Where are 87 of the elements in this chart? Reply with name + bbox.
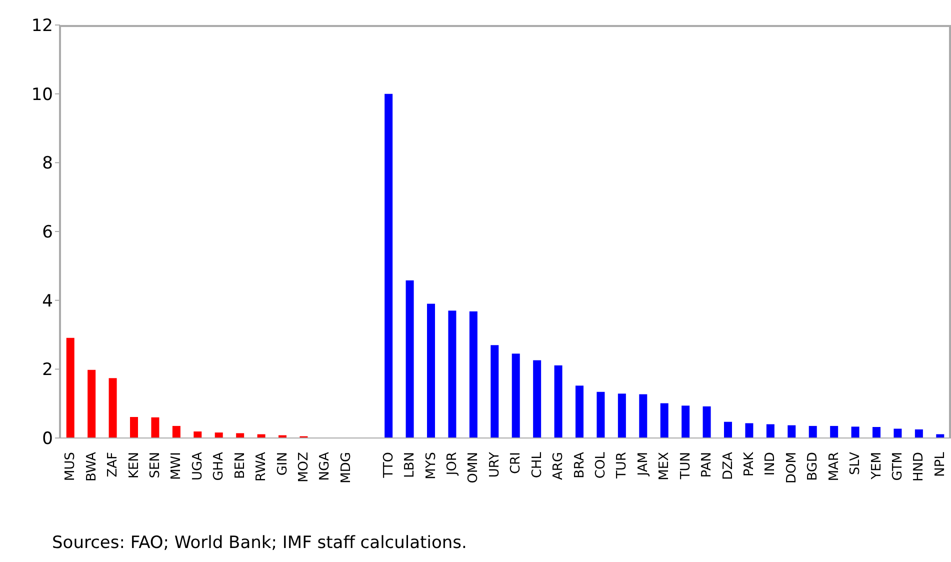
- x-tick-label: UGA: [190, 452, 206, 480]
- bar: [512, 354, 520, 438]
- bar: [427, 304, 436, 438]
- x-tick-label: BEN: [232, 452, 248, 479]
- source-note: Sources: FAO; World Bank; IMF staff calculations.: [52, 533, 467, 553]
- x-tick-label: KEN: [126, 452, 142, 478]
- bar: [745, 423, 754, 438]
- x-tick-label: OMN: [466, 452, 482, 484]
- x-tick-label: SEN: [148, 452, 163, 478]
- bar: [533, 360, 542, 438]
- x-tick-label: MAR: [826, 452, 842, 482]
- x-tick-label: LBN: [402, 452, 418, 478]
- x-tick-label: MUS: [63, 452, 78, 481]
- bar: [936, 434, 944, 438]
- bar: [278, 435, 287, 438]
- bar: [384, 94, 393, 438]
- bar: [214, 432, 223, 438]
- bar: [894, 428, 902, 438]
- bar: [194, 431, 202, 438]
- x-tick-label: ARG: [551, 452, 566, 480]
- x-tick-label: RWA: [254, 452, 270, 482]
- x-tick-label: COL: [593, 451, 608, 479]
- x-tick-label: GIN: [275, 452, 290, 476]
- x-tick-label: GHA: [212, 452, 227, 481]
- x-tick-label: DZA: [720, 452, 736, 480]
- x-tick-label: TUR: [614, 452, 630, 480]
- x-tick-label: DOM: [784, 452, 800, 484]
- bar: [702, 406, 711, 438]
- bar: [830, 426, 838, 438]
- bar: [596, 392, 605, 438]
- bar: [469, 311, 478, 438]
- y-tick-label: 4: [42, 291, 53, 312]
- y-tick-label: 6: [42, 222, 53, 243]
- bar: [914, 429, 923, 438]
- x-tick-label: IND: [763, 452, 778, 476]
- bar: [766, 424, 774, 438]
- x-tick-label: ZAF: [106, 452, 121, 478]
- x-tick-label: MDG: [338, 452, 354, 484]
- y-tick-label: 2: [42, 360, 53, 380]
- x-tick-label: CRI: [508, 452, 524, 474]
- x-tick-label: TTO: [381, 452, 396, 479]
- x-tick-label: JOR: [444, 452, 460, 476]
- x-tick-label: URY: [487, 452, 502, 478]
- x-tick-label: JAM: [636, 452, 651, 477]
- x-tick-label: YEM: [869, 452, 884, 480]
- y-tick-label: 8: [42, 154, 53, 174]
- bar: [576, 386, 584, 438]
- bar: [490, 345, 499, 438]
- x-tick-label: MEX: [657, 452, 672, 480]
- bar: [257, 434, 266, 438]
- x-tick-label: PAK: [742, 452, 757, 476]
- y-tick-label: 0: [42, 429, 53, 450]
- x-tick-label: NGA: [318, 452, 333, 481]
- bar: [808, 426, 817, 438]
- x-tick-label: NPL: [932, 451, 948, 477]
- y-tick-label: 12: [31, 16, 53, 36]
- bar: [682, 406, 690, 438]
- bar: [66, 338, 74, 438]
- x-tick-label: CHL: [530, 451, 545, 478]
- bar: [448, 310, 456, 438]
- bar: [724, 422, 732, 438]
- y-tick-label: 10: [31, 84, 53, 105]
- bar: [406, 280, 414, 438]
- bar: [788, 425, 796, 438]
- x-tick-label: MOZ: [296, 452, 312, 482]
- x-tick-label: BRA: [572, 452, 588, 478]
- bar: [639, 394, 648, 438]
- x-tick-label: SLV: [848, 452, 864, 475]
- bar: [660, 403, 668, 438]
- x-tick-label: TUN: [678, 452, 694, 480]
- bar: [108, 378, 117, 438]
- x-tick-label: MWI: [169, 452, 184, 480]
- bar: [851, 426, 860, 438]
- bar: [130, 417, 138, 438]
- bar: [172, 426, 180, 438]
- bar: [236, 433, 244, 438]
- x-tick-label: GTM: [890, 452, 906, 481]
- bar: [554, 365, 562, 438]
- x-tick-label: BWA: [84, 452, 100, 482]
- x-tick-label: HND: [912, 452, 927, 482]
- bar: [88, 370, 96, 438]
- bar: [151, 417, 160, 438]
- x-tick-label: PAN: [700, 452, 715, 478]
- bar: [618, 394, 626, 438]
- x-tick-label: MYS: [424, 452, 439, 480]
- x-tick-label: BGD: [806, 452, 821, 481]
- bar: [872, 426, 881, 438]
